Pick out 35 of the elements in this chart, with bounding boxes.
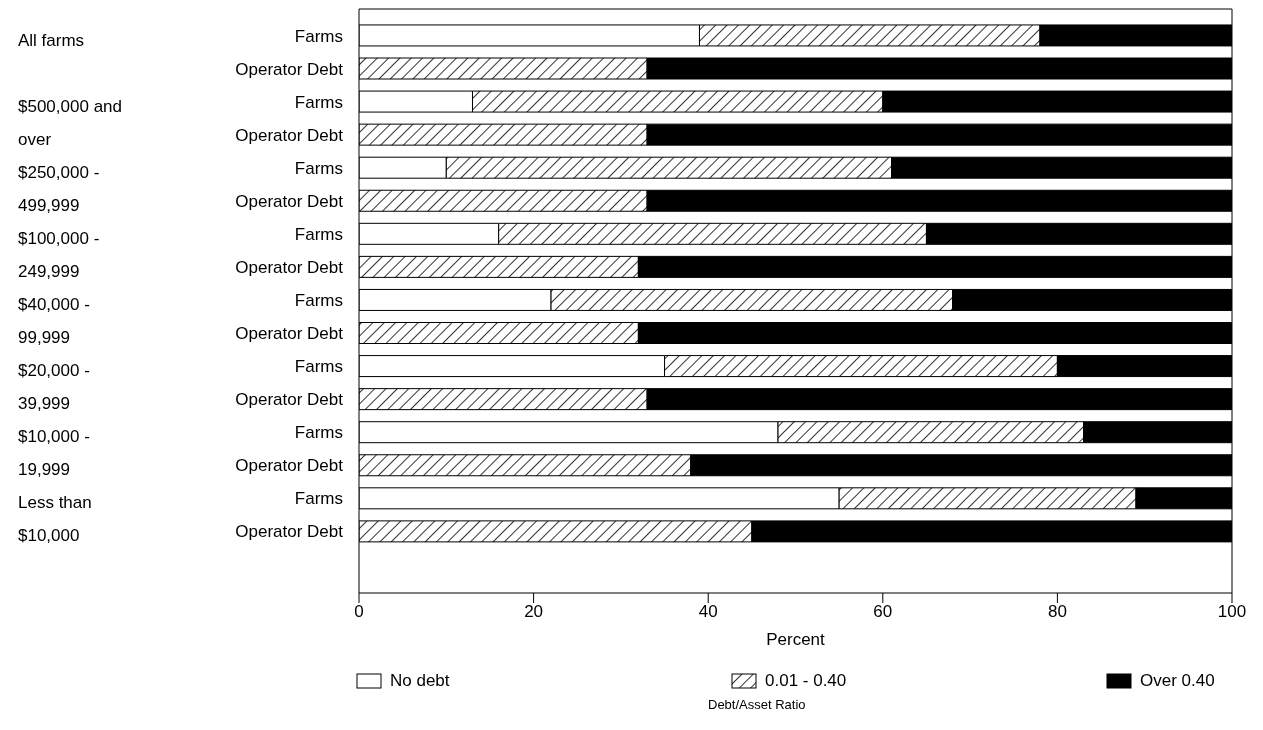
y-tick-label: Farms [294, 489, 343, 509]
y-tick-label: Farms [294, 291, 343, 311]
x-tick-label: 0 [354, 602, 364, 622]
text: $40,000 - 99,999 [18, 294, 91, 350]
y-tick-label: Farms [294, 92, 343, 112]
x-tick-label: 60 [873, 602, 893, 622]
legend-label: No debt [390, 671, 450, 691]
y-tick-label: Farms [294, 423, 343, 443]
y-tick-label: Operator Debt [235, 59, 344, 79]
y-tick-label: Farms [294, 158, 343, 178]
legend-label: 0.01 - 0.40 [765, 671, 847, 691]
y-tick-label: Operator Debt [235, 257, 344, 277]
text: $20,000 - 39,999 [18, 360, 91, 416]
y-tick-label: Operator Debt [235, 191, 344, 211]
text: Less than $10,000 [18, 492, 93, 548]
y-tick-label: Operator Debt [235, 324, 344, 344]
y-tick-label: Farms [294, 224, 343, 244]
x-tick-label: 40 [698, 602, 718, 622]
x-tick-label: 20 [524, 602, 544, 622]
legend-title: Debt/Asset Ratio [708, 697, 806, 712]
text: All farms [18, 29, 86, 52]
text: $500,000 and over [18, 95, 123, 151]
y-tick-label: Operator Debt [235, 456, 344, 476]
x-tick-label: 80 [1047, 602, 1067, 622]
x-axis-title: Percent [766, 630, 826, 649]
legend-label: Over 0.40 [1140, 671, 1215, 691]
y-tick-label: Operator Debt [235, 522, 344, 542]
y-tick-label: Operator Debt [235, 390, 344, 410]
text: $250,000 - 499,999 [18, 161, 101, 217]
y-tick-label: Farms [294, 357, 343, 377]
x-tick-label: 100 [1217, 602, 1247, 622]
text: $100,000 - 249,999 [18, 227, 101, 283]
y-tick-label: Operator Debt [235, 125, 344, 145]
text: $10,000 - 19,999 [18, 426, 91, 482]
y-tick-label: Farms [294, 26, 343, 46]
